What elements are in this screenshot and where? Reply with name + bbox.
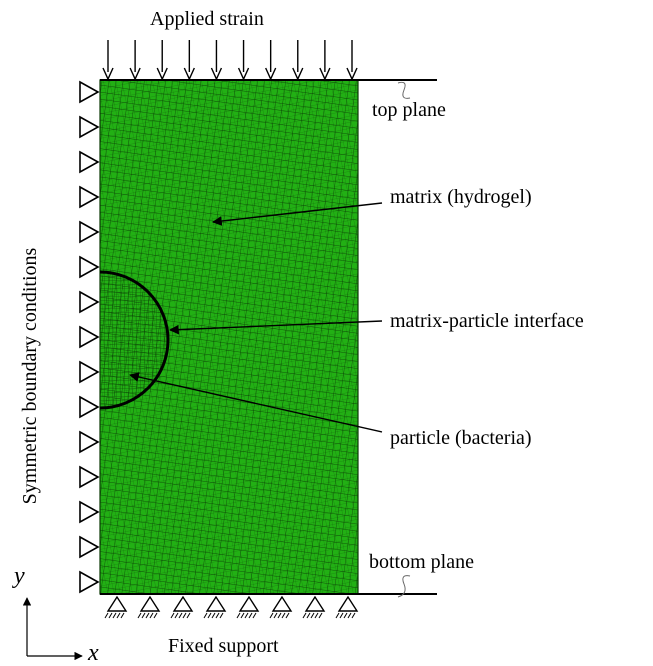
symmetric-boundary-triangles bbox=[79, 80, 100, 594]
interface-pointer-arrow bbox=[169, 320, 383, 335]
symmetry-triangle bbox=[79, 220, 100, 244]
symmetry-triangle bbox=[79, 185, 100, 209]
fixed-support bbox=[269, 595, 293, 619]
symmetry-triangle bbox=[79, 115, 100, 139]
load-arrow bbox=[102, 40, 114, 81]
symmetry-triangle bbox=[79, 430, 100, 454]
matrix-mesh bbox=[100, 80, 358, 594]
applied-strain-arrows bbox=[102, 40, 358, 81]
symmetry-triangle bbox=[79, 465, 100, 489]
load-arrow bbox=[319, 40, 331, 81]
x-axis-label: x bbox=[88, 640, 99, 666]
load-arrow bbox=[237, 40, 250, 81]
particle-label: particle (bacteria) bbox=[390, 427, 532, 449]
load-arrow bbox=[292, 40, 304, 81]
fixed-support bbox=[236, 595, 260, 619]
symmetry-triangle bbox=[79, 570, 100, 594]
fixed-support bbox=[104, 595, 128, 619]
applied-strain-label: Applied strain bbox=[150, 8, 264, 30]
particle-pointer-arrow bbox=[129, 372, 383, 433]
symmetry-triangle bbox=[79, 395, 100, 419]
symmetry-triangle bbox=[79, 325, 100, 349]
y-axis-label: y bbox=[14, 563, 25, 589]
symmetry-triangle bbox=[79, 80, 100, 104]
fixed-support-symbols bbox=[104, 595, 359, 619]
fixed-support bbox=[203, 595, 227, 619]
load-arrow bbox=[129, 40, 141, 81]
symmetry-triangle bbox=[79, 150, 100, 174]
fixed-support bbox=[302, 595, 326, 619]
load-arrow bbox=[183, 40, 195, 81]
load-arrow bbox=[265, 40, 277, 81]
symmetry-triangle bbox=[79, 535, 100, 559]
fixed-support bbox=[170, 595, 194, 619]
bottom-plane-label: bottom plane bbox=[369, 551, 474, 573]
particle-mesh bbox=[100, 272, 168, 408]
fixed-support-label: Fixed support bbox=[168, 635, 279, 657]
symmetric-bc-label: Symmetric boundary conditions bbox=[19, 247, 41, 505]
symmetry-triangle bbox=[79, 500, 100, 524]
symmetry-triangle bbox=[79, 255, 100, 279]
load-arrow bbox=[210, 40, 223, 81]
interface-label: matrix-particle interface bbox=[390, 310, 584, 332]
top-plane-label: top plane bbox=[372, 99, 446, 121]
bottom-plane-tick bbox=[397, 575, 411, 598]
fixed-support bbox=[335, 595, 359, 619]
particle-interface bbox=[99, 270, 170, 410]
fixed-support bbox=[137, 595, 161, 619]
symmetry-triangle bbox=[79, 360, 100, 384]
top-plane-tick bbox=[397, 81, 411, 99]
load-arrow bbox=[346, 40, 358, 81]
load-arrow bbox=[156, 40, 168, 81]
matrix-pointer-arrow bbox=[212, 202, 383, 226]
symmetry-triangle bbox=[79, 290, 100, 314]
matrix-label: matrix (hydrogel) bbox=[390, 186, 532, 208]
